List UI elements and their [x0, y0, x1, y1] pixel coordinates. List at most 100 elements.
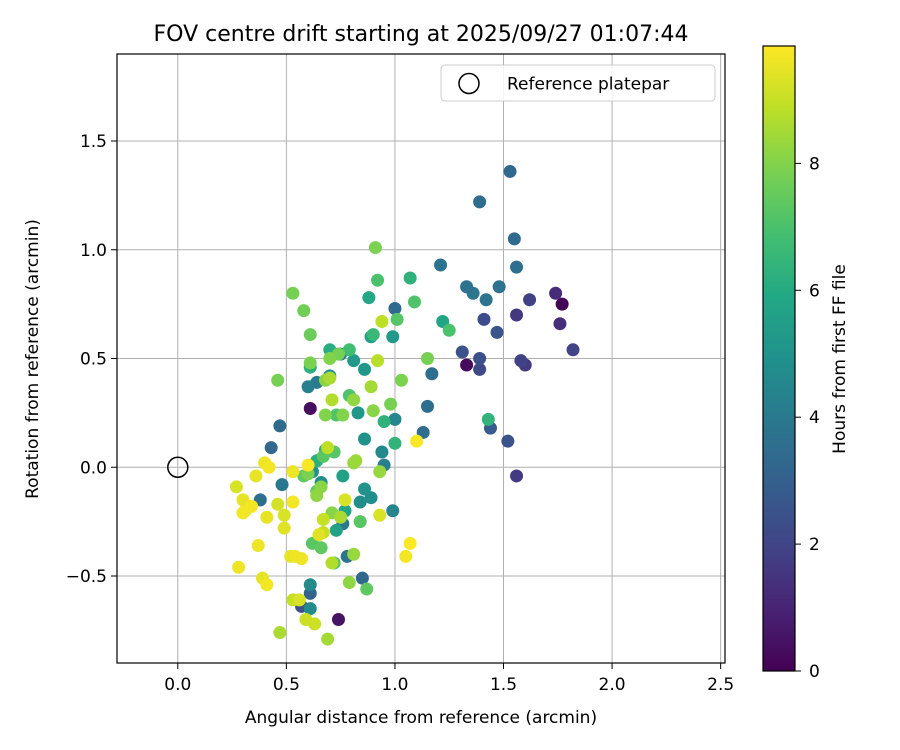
- scatter-point: [347, 393, 361, 407]
- scatter-point: [338, 493, 352, 507]
- scatter-point: [410, 434, 424, 448]
- reference-platepar-marker: [167, 456, 189, 478]
- scatter-point: [425, 367, 439, 381]
- scatter-point: [347, 547, 361, 561]
- scatter-point: [271, 497, 285, 511]
- scatter-point: [275, 478, 289, 492]
- scatter-point: [434, 258, 448, 272]
- scatter-point: [353, 495, 367, 509]
- scatter-point: [249, 469, 263, 483]
- scatter-point: [481, 412, 495, 426]
- scatter-point: [232, 560, 246, 574]
- scatter-point: [388, 412, 402, 426]
- scatter-point: [303, 402, 317, 416]
- scatter-point: [286, 495, 300, 509]
- scatter-point: [271, 373, 285, 387]
- scatter-point: [510, 308, 524, 322]
- legend-marker-reference: [458, 72, 480, 95]
- colorbar-tick-label: 2: [809, 535, 820, 555]
- scatter-point: [360, 582, 374, 596]
- scatter-point: [273, 419, 287, 433]
- colorbar-ticks: 0 2 4 6 8: [795, 154, 820, 682]
- scatter-point: [301, 380, 315, 394]
- scatter-point: [353, 515, 367, 529]
- scatter-point: [262, 460, 276, 474]
- y-axis-ticks: −0.5 0.0 0.5 1.0 1.5: [66, 132, 117, 587]
- scatter-point: [388, 301, 402, 315]
- y-tick-label: 0.0: [80, 458, 107, 478]
- x-tick-label: 0.5: [273, 675, 300, 695]
- scatter-point: [251, 539, 265, 553]
- scatter-point: [303, 328, 317, 342]
- scatter-point: [403, 536, 417, 550]
- scatter-point: [260, 578, 274, 592]
- scatter-point: [331, 613, 345, 626]
- scatter-point: [510, 469, 524, 483]
- scatter-point: [303, 356, 317, 370]
- x-axis-label: Angular distance from reference (arcmin): [245, 708, 597, 728]
- x-tick-label: 2.0: [599, 675, 626, 695]
- scatter-point: [277, 521, 291, 535]
- scatter-point: [286, 286, 300, 300]
- scatter-point: [295, 552, 309, 566]
- scatter-point: [566, 343, 580, 357]
- grid: [117, 54, 725, 663]
- scatter-point: [355, 571, 369, 585]
- scatter-point: [473, 362, 487, 376]
- scatter-point: [325, 556, 339, 570]
- y-tick-label: 1.0: [80, 241, 107, 261]
- scatter-point: [555, 297, 569, 311]
- scatter-point: [301, 458, 315, 472]
- scatter-point: [492, 280, 506, 294]
- scatter-point: [342, 343, 356, 357]
- chart-title: FOV centre drift starting at 2025/09/27 …: [154, 22, 689, 47]
- scatter-point: [264, 441, 278, 455]
- scatter-point: [403, 271, 417, 285]
- scatter-point: [321, 632, 335, 646]
- scatter-point: [368, 241, 382, 255]
- colorbar-tick-label: 6: [809, 281, 820, 301]
- scatter-point: [407, 295, 421, 309]
- scatter-point: [351, 406, 365, 420]
- legend: Reference platepar: [440, 64, 716, 102]
- scatter-points: [167, 164, 580, 646]
- scatter-point: [510, 260, 524, 274]
- scatter-point: [236, 506, 250, 520]
- scatter-point: [421, 352, 435, 365]
- scatter-point: [342, 576, 356, 590]
- scatter-point: [358, 362, 372, 376]
- scatter-point: [366, 328, 380, 342]
- x-tick-label: 2.5: [707, 675, 734, 695]
- x-axis-ticks: 0.0 0.5 1.0 1.5 2.0 2.5: [164, 663, 734, 695]
- scatter-point: [364, 380, 378, 394]
- scatter-point: [490, 325, 504, 339]
- scatter-point: [477, 312, 491, 326]
- scatter-point: [507, 232, 521, 246]
- scatter-point: [323, 371, 337, 385]
- scatter-point: [229, 480, 243, 494]
- scatter-point: [358, 482, 372, 496]
- scatter-point: [460, 358, 474, 372]
- scatter-point: [473, 352, 487, 365]
- scatter-point: [371, 273, 385, 287]
- scatter-point: [384, 397, 398, 411]
- scatter-point: [303, 578, 317, 592]
- scatter-point: [336, 408, 350, 422]
- scatter-point: [277, 508, 291, 522]
- scatter-point: [442, 323, 456, 337]
- scatter-point: [523, 293, 537, 307]
- scatter-point: [260, 510, 274, 524]
- legend-entry-reference: Reference platepar: [507, 75, 669, 95]
- legend-box: [440, 64, 716, 102]
- scatter-point: [390, 312, 404, 326]
- colorbar-tick-label: 8: [809, 154, 820, 174]
- scatter-point: [377, 415, 391, 429]
- scatter-point: [318, 408, 332, 422]
- x-tick-label: 1.5: [490, 675, 517, 695]
- scatter-point: [286, 465, 300, 479]
- scatter-point: [312, 528, 326, 542]
- scatter-point: [362, 291, 376, 305]
- scatter-point: [421, 399, 435, 413]
- scatter-point: [297, 304, 311, 318]
- x-tick-label: 1.0: [381, 675, 408, 695]
